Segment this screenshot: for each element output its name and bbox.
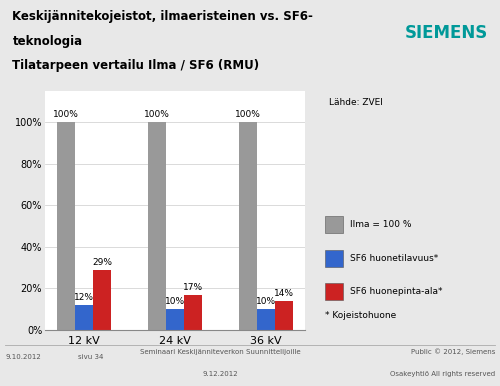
Text: 14%: 14%	[274, 289, 294, 298]
Bar	[57, 122, 75, 330]
Text: Keskijännitekojeistot, ilmaeristeinen vs. SF6-: Keskijännitekojeistot, ilmaeristeinen vs…	[12, 10, 314, 24]
Text: Public © 2012, Siemens: Public © 2012, Siemens	[410, 349, 495, 356]
Text: SF6 huonepinta-ala*: SF6 huonepinta-ala*	[350, 287, 442, 296]
Bar	[325, 216, 343, 233]
Bar	[75, 305, 93, 330]
Text: sivu 34: sivu 34	[78, 354, 103, 361]
Text: Tilatarpeen vertailu Ilma / SF6 (RMU): Tilatarpeen vertailu Ilma / SF6 (RMU)	[12, 59, 260, 72]
Bar	[184, 295, 203, 330]
Text: Osakeyhtiö All rights reserved: Osakeyhtiö All rights reserved	[390, 371, 495, 377]
Text: SF6 huonetilavuus*: SF6 huonetilavuus*	[350, 254, 438, 263]
Text: 100%: 100%	[235, 110, 260, 119]
Text: Seminaari Keskijänniteverkon Suunnittelijoille: Seminaari Keskijänniteverkon Suunnitteli…	[140, 349, 300, 355]
Text: Ilma = 100 %: Ilma = 100 %	[350, 220, 411, 229]
Bar	[257, 309, 275, 330]
Text: 10%: 10%	[165, 297, 185, 306]
Bar	[325, 283, 343, 300]
Bar	[325, 250, 343, 267]
Text: Lähde: ZVEI: Lähde: ZVEI	[329, 98, 382, 107]
Bar	[166, 309, 184, 330]
Bar	[275, 301, 293, 330]
Bar	[148, 122, 166, 330]
Text: * Kojeistohuone: * Kojeistohuone	[325, 312, 396, 320]
Bar	[93, 270, 112, 330]
Text: 9.12.2012: 9.12.2012	[202, 371, 238, 377]
Text: 17%: 17%	[183, 283, 203, 291]
Text: 100%: 100%	[144, 110, 170, 119]
Text: teknologia: teknologia	[12, 35, 82, 48]
Text: 29%: 29%	[92, 257, 112, 267]
Text: 9.10.2012: 9.10.2012	[5, 354, 41, 361]
Bar	[238, 122, 257, 330]
Text: SIEMENS: SIEMENS	[404, 24, 487, 42]
Text: 10%: 10%	[256, 297, 276, 306]
Text: 12%: 12%	[74, 293, 94, 302]
Text: 100%: 100%	[53, 110, 79, 119]
